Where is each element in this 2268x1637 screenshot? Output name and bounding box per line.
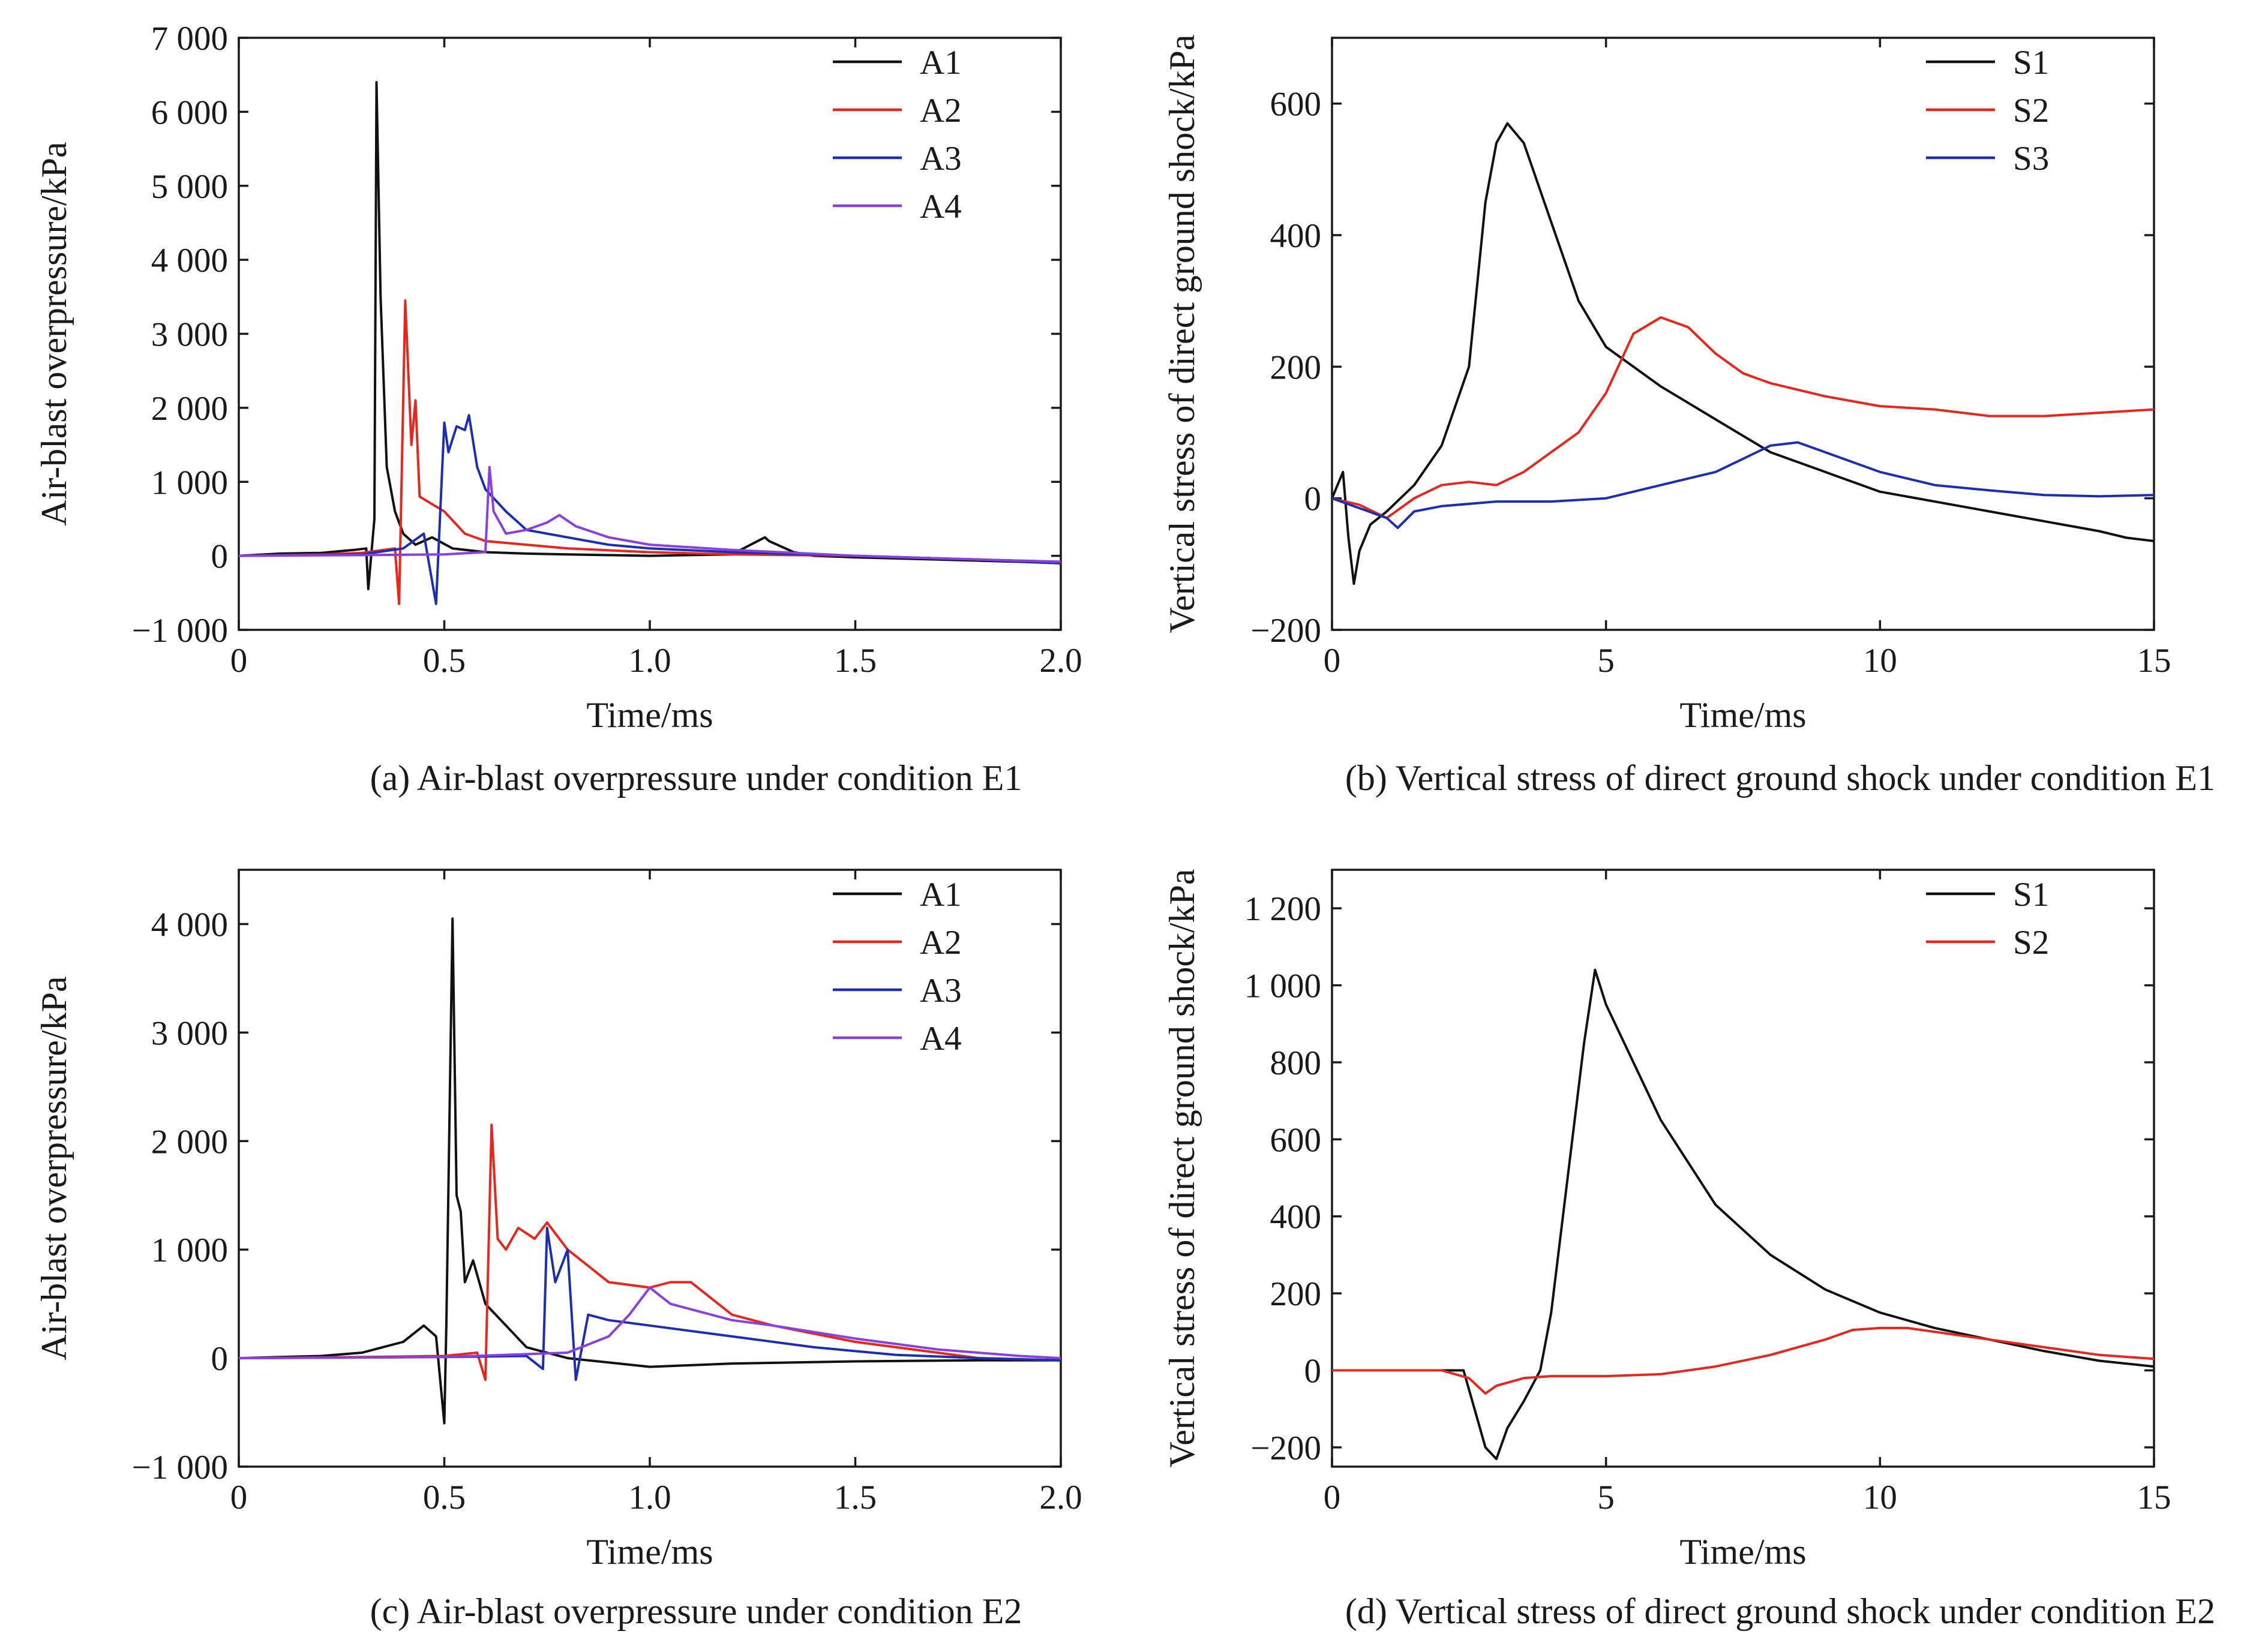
- legend-label-s3: S3: [2013, 140, 2049, 178]
- x-tick-label: 0: [230, 642, 248, 680]
- x-tick-label: 2.0: [1039, 1479, 1082, 1516]
- x-tick-label: 1.0: [628, 1479, 671, 1516]
- y-tick-label: 2 000: [151, 1123, 228, 1161]
- series-group: [239, 917, 1061, 1425]
- y-tick-label: 5 000: [151, 168, 228, 206]
- y-axis-label: Vertical stress of direct ground shock/k…: [1162, 869, 1202, 1467]
- legend-label-s2: S2: [2013, 924, 2049, 962]
- x-tick-label: 0: [230, 1479, 248, 1516]
- y-tick-label: 800: [1270, 1044, 1322, 1082]
- y-tick-label: 600: [1270, 1121, 1322, 1159]
- x-axis-label: Time/ms: [586, 695, 713, 735]
- panel-caption: (d) Vertical stress of direct ground sho…: [1345, 1591, 2215, 1631]
- series-line-s2: [1332, 1326, 2154, 1395]
- series-group: [239, 81, 1061, 605]
- series-line-s2: [1332, 316, 2154, 519]
- legend-label-a2: A2: [920, 924, 962, 962]
- y-tick-label: 600: [1270, 86, 1322, 124]
- x-tick-label: 0.5: [423, 642, 466, 680]
- y-tick-label: 1 000: [1244, 968, 1321, 1005]
- y-tick-label: 0: [1304, 1353, 1322, 1390]
- x-axis-label: Time/ms: [586, 1532, 713, 1572]
- legend-label-s1: S1: [2013, 44, 2049, 82]
- series-line-a4: [239, 1286, 1061, 1360]
- y-tick-label: 2 000: [151, 390, 228, 428]
- x-tick-label: 10: [1863, 1479, 1897, 1516]
- y-tick-label: 4 000: [151, 242, 228, 280]
- legend-label-s1: S1: [2013, 876, 2049, 914]
- x-tick-label: 0: [1324, 642, 1341, 680]
- y-axis-label: Air-blast overpressure/kPa: [34, 976, 74, 1360]
- y-tick-label: −1 000: [132, 612, 228, 650]
- series-group: [1332, 968, 2154, 1461]
- x-tick-label: 1.5: [834, 1479, 877, 1516]
- legend: A1 A2 A3 A4: [833, 44, 962, 226]
- x-tick-label: 0.5: [423, 1479, 466, 1516]
- y-tick-label: −1 000: [132, 1449, 228, 1486]
- x-tick-label: 5: [1597, 642, 1615, 680]
- series-line-a3: [239, 414, 1061, 605]
- x-tick-label: 15: [2137, 1479, 2171, 1516]
- x-axis-label: Time/ms: [1679, 1532, 1806, 1572]
- legend: A1 A2 A3 A4: [833, 876, 962, 1058]
- series-line-s3: [1332, 441, 2154, 529]
- legend-label-a3: A3: [920, 972, 962, 1010]
- y-tick-label: 1 000: [151, 1231, 228, 1269]
- y-axis-label: Air-blast overpressure/kPa: [34, 142, 74, 525]
- legend-label-a3: A3: [920, 140, 962, 178]
- series-line-s1: [1332, 968, 2154, 1461]
- y-tick-label: 200: [1270, 1275, 1322, 1313]
- plot-frame: [1331, 37, 2155, 631]
- x-tick-label: 0: [1324, 1479, 1341, 1516]
- series-line-a1: [239, 917, 1061, 1425]
- y-tick-label: 400: [1270, 217, 1322, 255]
- y-tick-label: 0: [211, 1340, 229, 1378]
- x-tick-label: 1.5: [834, 642, 877, 680]
- y-axis-label: Vertical stress of direct ground shock/k…: [1162, 34, 1202, 633]
- legend-label-s2: S2: [2013, 92, 2049, 130]
- y-tick-label: 6 000: [151, 94, 228, 131]
- series-line-s1: [1332, 122, 2154, 585]
- x-axis-label: Time/ms: [1679, 695, 1806, 735]
- legend-label-a4: A4: [920, 1020, 962, 1058]
- legend-label-a4: A4: [920, 188, 962, 226]
- legend-label-a1: A1: [920, 876, 962, 914]
- y-tick-label: 0: [1304, 480, 1322, 518]
- y-tick-label: 0: [211, 538, 229, 576]
- y-tick-label: 3 000: [151, 316, 228, 354]
- legend-label-a1: A1: [920, 44, 962, 82]
- series-line-a4: [239, 465, 1061, 563]
- series-group: [1332, 122, 2154, 585]
- y-tick-label: 200: [1270, 349, 1322, 386]
- panel-caption: (b) Vertical stress of direct ground sho…: [1345, 758, 2215, 798]
- panel-caption: (a) Air-blast overpressure under conditi…: [370, 758, 1022, 798]
- x-tick-label: 15: [2137, 642, 2171, 680]
- y-tick-label: 400: [1270, 1199, 1322, 1236]
- x-tick-label: 5: [1597, 1479, 1615, 1516]
- y-tick-label: 3 000: [151, 1014, 228, 1052]
- y-tick-label: −200: [1250, 1429, 1321, 1467]
- y-tick-label: −200: [1250, 612, 1321, 650]
- x-tick-label: 10: [1863, 642, 1897, 680]
- plot-frame: [1331, 869, 2155, 1468]
- y-tick-label: 1 200: [1244, 890, 1321, 928]
- y-tick-label: 4 000: [151, 906, 228, 944]
- legend-label-a2: A2: [920, 92, 962, 130]
- y-tick-label: 7 000: [151, 20, 228, 58]
- y-tick-label: 1 000: [151, 464, 228, 501]
- panel-caption: (c) Air-blast overpressure under conditi…: [370, 1591, 1022, 1631]
- series-line-a2: [239, 299, 1061, 605]
- x-tick-label: 2.0: [1039, 642, 1082, 680]
- x-tick-label: 1.0: [628, 642, 671, 680]
- legend: S1 S2 S3: [1926, 44, 2049, 178]
